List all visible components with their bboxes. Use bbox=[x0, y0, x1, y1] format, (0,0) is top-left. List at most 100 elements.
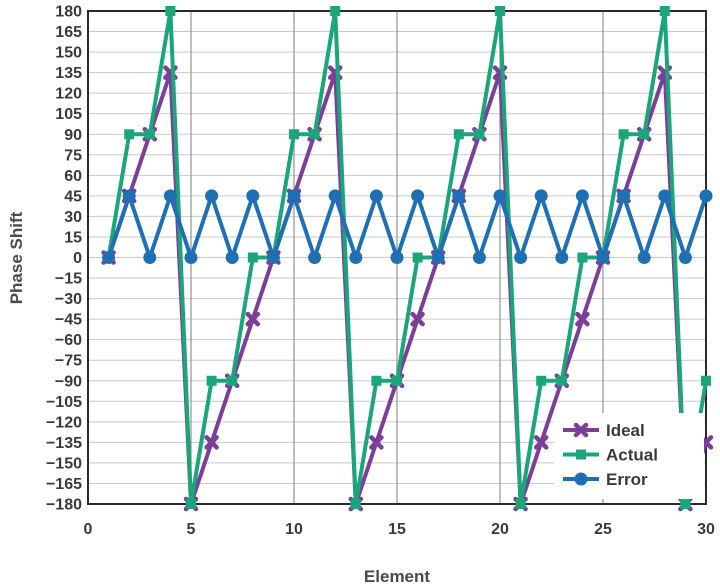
legend-label-actual: Actual bbox=[606, 446, 658, 465]
y-tick-label: −150 bbox=[46, 455, 82, 472]
x-tick-labels: 0 5 10 15 20 25 30 bbox=[84, 521, 715, 538]
data-point-actual bbox=[309, 129, 320, 140]
y-tick-label: −135 bbox=[46, 435, 82, 452]
data-point-error bbox=[514, 251, 528, 264]
data-point-actual bbox=[330, 6, 341, 16]
x-tick-label: 5 bbox=[187, 521, 196, 538]
data-point-actual bbox=[556, 375, 567, 386]
y-tick-label: −180 bbox=[46, 497, 82, 514]
legend-marker-actual bbox=[576, 449, 586, 460]
data-point-ideal bbox=[410, 311, 425, 327]
data-point-error bbox=[575, 189, 589, 203]
legend-item-ideal: Ideal bbox=[563, 421, 645, 440]
data-point-actual bbox=[577, 252, 588, 263]
y-tick-label: −15 bbox=[55, 271, 82, 288]
y-tick-label: −60 bbox=[55, 332, 82, 349]
data-point-ideal bbox=[204, 435, 219, 450]
data-point-actual bbox=[701, 375, 711, 386]
data-point-error bbox=[122, 189, 136, 203]
data-point-error bbox=[678, 251, 692, 264]
data-point-actual bbox=[186, 499, 196, 509]
y-tick-label: 75 bbox=[64, 147, 82, 164]
data-point-actual bbox=[165, 6, 176, 16]
plot-frame bbox=[87, 10, 707, 505]
legend-marker-ideal bbox=[573, 422, 589, 438]
data-point-error bbox=[349, 251, 363, 264]
data-point-error bbox=[452, 189, 466, 203]
data-point-actual bbox=[474, 129, 485, 140]
data-point-actual bbox=[618, 129, 629, 140]
data-point-error bbox=[205, 189, 219, 203]
data-point-actual bbox=[495, 6, 505, 16]
y-tick-label: 165 bbox=[55, 24, 82, 41]
y-tick-labels: 1801651501351201059075604530150−15−30−45… bbox=[46, 4, 82, 514]
data-point-error bbox=[493, 189, 507, 203]
data-point-error bbox=[555, 251, 569, 264]
data-point-actual bbox=[515, 499, 526, 509]
x-tick-label: 20 bbox=[491, 521, 509, 538]
data-point-ideal bbox=[245, 311, 261, 327]
x-tick-label: 25 bbox=[594, 521, 612, 538]
data-point-ideal bbox=[369, 435, 384, 450]
axes bbox=[87, 10, 707, 505]
data-point-actual bbox=[412, 252, 423, 263]
y-tick-label: 180 bbox=[55, 4, 82, 21]
data-point-actual bbox=[227, 375, 238, 386]
data-point-error bbox=[617, 189, 631, 203]
y-tick-label: 45 bbox=[64, 188, 82, 205]
x-tick-label: 10 bbox=[285, 521, 303, 538]
y-tick-label: −165 bbox=[46, 476, 82, 493]
y-tick-label: 15 bbox=[64, 229, 82, 246]
data-point-error bbox=[287, 189, 301, 203]
legend-label-ideal: Ideal bbox=[606, 421, 645, 440]
x-tick-label: 15 bbox=[388, 521, 406, 538]
data-point-actual bbox=[536, 375, 547, 386]
y-tick-label: −45 bbox=[55, 312, 82, 329]
y-tick-label: −120 bbox=[46, 414, 82, 431]
data-point-error bbox=[369, 189, 383, 203]
y-tick-label: 135 bbox=[55, 65, 82, 82]
y-axis-label: Phase Shift bbox=[7, 211, 26, 304]
data-point-actual bbox=[124, 129, 135, 140]
series-error bbox=[102, 189, 713, 264]
data-point-error bbox=[534, 189, 548, 203]
data-point-error bbox=[472, 251, 486, 264]
series-line-error bbox=[106, 193, 708, 260]
data-point-error bbox=[328, 189, 342, 203]
legend-item-actual: Actual bbox=[563, 446, 658, 465]
x-axis-label: Element bbox=[364, 567, 430, 586]
data-point-actual bbox=[453, 129, 464, 140]
data-point-ideal bbox=[533, 435, 549, 450]
data-point-ideal bbox=[575, 311, 590, 327]
data-point-actual bbox=[289, 129, 299, 140]
y-tick-label: 105 bbox=[55, 106, 82, 123]
y-tick-label: −75 bbox=[55, 353, 82, 370]
data-point-error bbox=[699, 189, 713, 203]
data-point-actual bbox=[350, 499, 361, 509]
legend-label-error: Error bbox=[606, 470, 648, 489]
data-point-error bbox=[308, 251, 322, 264]
data-point-actual bbox=[247, 252, 258, 263]
legend-item-error: Error bbox=[563, 470, 648, 489]
data-point-error bbox=[225, 251, 239, 264]
y-tick-label: 90 bbox=[64, 127, 82, 144]
y-tick-label: 120 bbox=[55, 86, 82, 103]
data-point-error bbox=[658, 189, 672, 203]
data-point-error bbox=[266, 251, 280, 264]
data-point-error bbox=[246, 189, 260, 203]
data-point-actual bbox=[144, 129, 155, 140]
series-line-actual bbox=[106, 9, 708, 506]
data-point-actual bbox=[206, 375, 217, 386]
data-point-error bbox=[637, 251, 651, 264]
data-point-actual bbox=[371, 375, 382, 386]
data-point-actual bbox=[639, 129, 650, 140]
legend-marker-error bbox=[574, 472, 588, 486]
y-tick-label: 60 bbox=[64, 168, 82, 185]
x-tick-label: 0 bbox=[84, 521, 93, 538]
y-tick-label: −105 bbox=[46, 394, 82, 411]
data-point-actual bbox=[680, 499, 691, 509]
data-series bbox=[101, 6, 714, 512]
y-tick-label: −30 bbox=[55, 291, 82, 308]
y-tick-label: 0 bbox=[73, 250, 82, 267]
